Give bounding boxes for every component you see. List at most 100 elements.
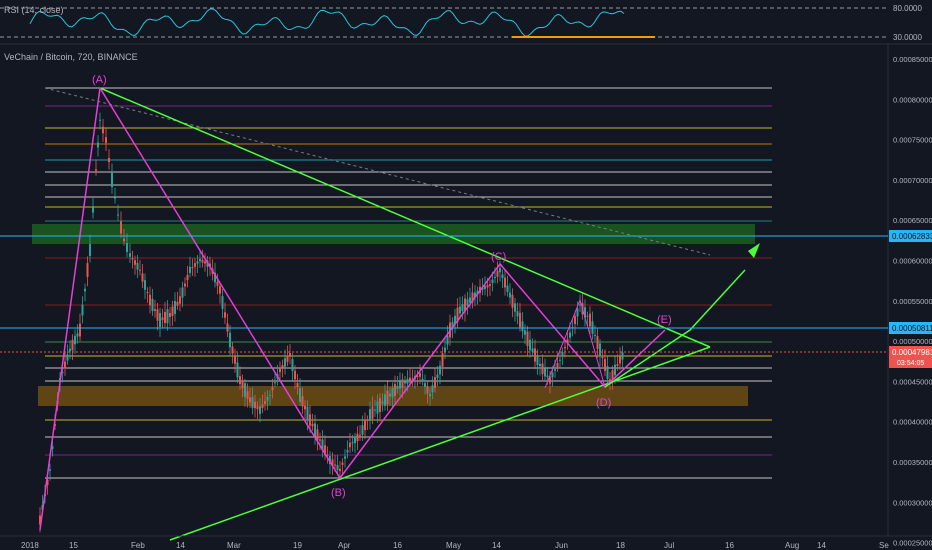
candlestick-series (39, 112, 624, 533)
candle-body (589, 313, 591, 327)
rsi-indicator-title[interactable]: RSI (14, close) (4, 5, 64, 15)
time-tick-label: Aug (785, 541, 799, 550)
candle-body (126, 242, 128, 253)
time-tick-label: 15 (69, 541, 78, 550)
candle-body (469, 297, 471, 303)
candle-body (476, 290, 479, 295)
candle-body (314, 423, 316, 437)
candle-body (456, 307, 459, 323)
candle-body (459, 306, 461, 314)
abcde-wave[interactable] (99, 87, 666, 480)
candle-body (389, 393, 391, 397)
candle-body (311, 423, 314, 427)
candle-body (269, 394, 271, 396)
supply-zone[interactable] (32, 224, 755, 244)
candle-body (569, 332, 571, 338)
candle-body (411, 378, 414, 380)
candle-body (436, 374, 439, 379)
candle-body (366, 419, 369, 421)
candle-body (496, 270, 499, 277)
candle-body (117, 214, 119, 216)
time-tick-label: 2018 (21, 541, 39, 550)
candle-body (494, 276, 496, 279)
candle-body (376, 401, 379, 414)
candle-body (544, 368, 546, 377)
candle-body (371, 406, 374, 419)
time-tick-label: Mar (227, 541, 241, 550)
candle-body (304, 405, 306, 410)
candle-body (231, 346, 234, 354)
candle-body (219, 286, 221, 294)
candle-body (279, 367, 281, 373)
candle-body (351, 442, 354, 444)
candle-body (381, 401, 384, 404)
candle-body (324, 445, 326, 455)
candle-body (181, 287, 184, 298)
time-tick-label: May (446, 541, 461, 550)
candle-body (601, 356, 604, 359)
candle-body (474, 292, 476, 298)
candle-body (341, 462, 344, 465)
sub-wave[interactable] (544, 298, 606, 389)
candle-body (481, 287, 484, 290)
candle-body (344, 456, 346, 459)
candle-body (356, 433, 359, 442)
wave-label-c: (C) (491, 251, 506, 263)
candle-body (541, 363, 544, 374)
candle-body (491, 279, 494, 283)
candle-body (596, 336, 599, 349)
candle-body (319, 439, 321, 441)
upper-trendline[interactable] (99, 87, 711, 348)
candle-body (329, 455, 331, 465)
candle-body (564, 346, 566, 349)
time-tick-label: 16 (725, 541, 734, 550)
candle-body (236, 362, 239, 378)
drawings[interactable] (39, 87, 760, 541)
candle-body (529, 339, 531, 351)
candle-body (416, 376, 419, 378)
candle-body (221, 296, 224, 309)
price-tick-label: 0.00065000 (893, 216, 932, 225)
candle-body (511, 294, 514, 308)
candle-body (611, 370, 614, 380)
wave-label-a: (A) (92, 74, 107, 86)
candle-body (484, 286, 486, 289)
candle-body (299, 388, 301, 402)
candle-body (234, 356, 236, 364)
candle-body (51, 446, 54, 449)
time-tick-label: 16 (393, 541, 402, 550)
wave-pre-a[interactable] (39, 87, 101, 531)
candle-body (466, 299, 469, 306)
candle-body (331, 459, 334, 466)
candle-body (261, 404, 264, 409)
symbol-title[interactable]: VeChain / Bitcoin, 720, BINANCE (4, 52, 138, 62)
candle-body (241, 381, 244, 389)
candle-body (141, 273, 144, 282)
time-axis[interactable]: 2018 15 Feb 14 Mar 19 Apr 16 May 14 Jun 18 Jul 16 Aug 1… (0, 535, 932, 550)
time-tick-label: 18 (616, 541, 625, 550)
candle-body (396, 386, 399, 389)
candle-body (69, 348, 71, 352)
projection-line[interactable] (604, 269, 746, 388)
candle-body (256, 405, 259, 410)
last-price-value: 0.00047981 (892, 348, 932, 357)
dashed-trendline[interactable] (44, 87, 711, 256)
candle-body (86, 263, 89, 277)
candle-body (576, 308, 579, 317)
candle-body (114, 197, 116, 199)
candle-body (424, 383, 426, 387)
candle-body (441, 353, 444, 367)
candle-body (249, 397, 251, 403)
candle-body (454, 315, 456, 325)
candle-body (551, 372, 554, 378)
candle-body (196, 261, 199, 264)
lower-trendline[interactable] (169, 346, 711, 541)
rsi-pane[interactable]: 80.0000 30.0000 (0, 4, 932, 45)
price-tags: 0.00062833 0.00050811 0.00047981 03:54:0… (0, 230, 932, 368)
mid-level-value: 0.00050811 (892, 324, 932, 333)
candle-body (229, 332, 231, 348)
candle-body (108, 157, 110, 163)
upper-level-value: 0.00062833 (892, 232, 932, 241)
price-axis[interactable]: 0.00085000 0.00080000 0.00075000 0.00070000… (887, 44, 932, 548)
